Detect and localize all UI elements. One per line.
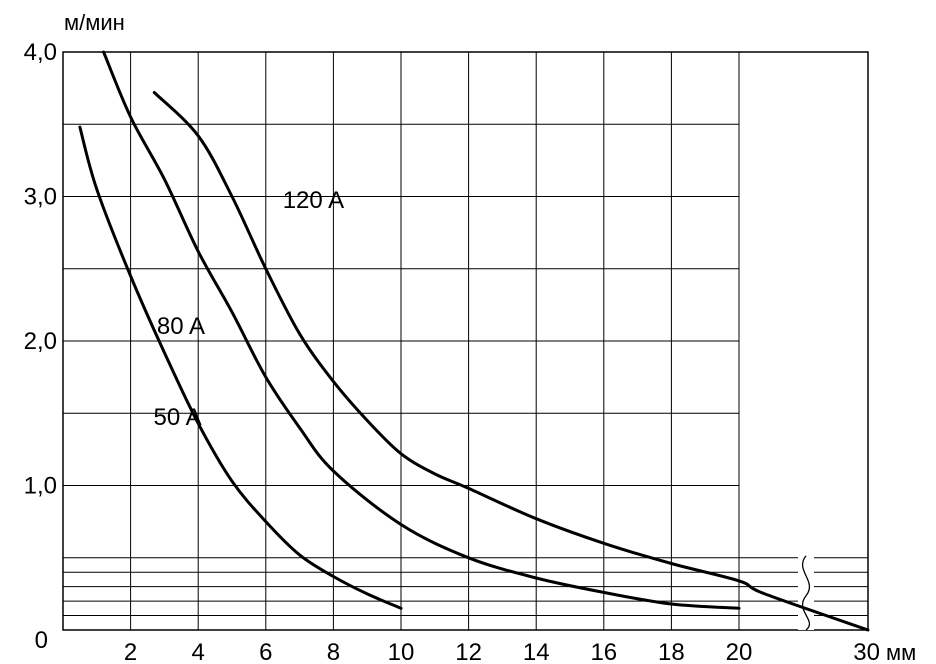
y-tick-label: 3,0 (24, 184, 57, 211)
x-tick-label: 4 (192, 639, 205, 664)
x-tick-label: 6 (259, 639, 272, 664)
x-tick-label: 10 (388, 639, 415, 664)
x-tick-label: 12 (455, 639, 482, 664)
y-tick-label: 0 (35, 627, 48, 654)
series-label: 50 A (154, 404, 202, 431)
series-label: 80 A (157, 313, 205, 340)
axis-break (798, 555, 814, 631)
series-line-1 (102, 50, 741, 610)
x-tick-label: 16 (590, 639, 617, 664)
x-tick-label: 30 (853, 639, 880, 664)
series-label: 120 A (283, 187, 344, 214)
y-tick-label: 4,0 (24, 39, 57, 66)
x-tick-label: 8 (327, 639, 340, 664)
x-tick-label: 14 (523, 639, 550, 664)
x-tick-label: 20 (726, 639, 753, 664)
axis-break-gap (798, 555, 814, 630)
x-tick-label: 2 (124, 639, 137, 664)
curves: 50 A 80 A 120 A (78, 50, 870, 632)
grid (62, 51, 869, 631)
series-line-2 (152, 91, 870, 632)
y-axis-unit-label: м/мин (64, 10, 125, 35)
y-tick-label: 2,0 (24, 328, 57, 355)
series-line-0 (78, 125, 403, 610)
x-tick-label: 18 (658, 639, 685, 664)
y-tick-label: 1,0 (24, 473, 57, 500)
x-axis-unit-label: мм (886, 640, 916, 664)
axis-break-mark (801, 555, 811, 631)
tick-labels: 0 1,0 2,0 3,0 4,0 2 4 6 8 10 12 14 16 18 20 30 (24, 39, 880, 664)
